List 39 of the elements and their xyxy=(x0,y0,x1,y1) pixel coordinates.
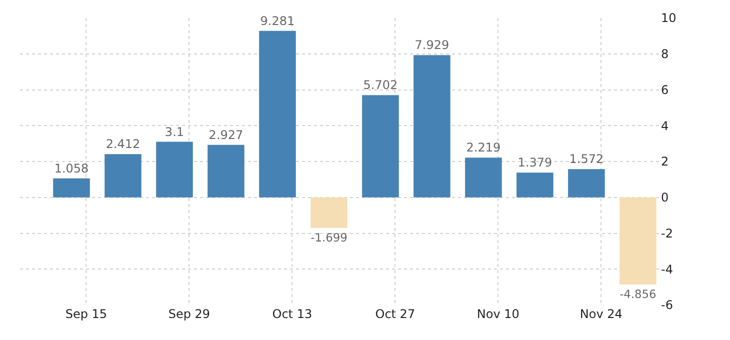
bar xyxy=(362,95,399,198)
x-tick-label: Sep 15 xyxy=(65,307,108,321)
bar xyxy=(568,169,605,198)
y-tick-label: 2 xyxy=(661,154,669,169)
y-tick-label: 8 xyxy=(661,47,669,62)
x-tick-label: Nov 24 xyxy=(580,307,622,321)
x-tick-label: Sep 29 xyxy=(168,307,210,321)
bar xyxy=(104,154,142,198)
data-label: 3.1 xyxy=(164,124,184,139)
data-label: 7.929 xyxy=(414,38,450,52)
bar xyxy=(208,144,244,198)
y-tick-label: 0 xyxy=(661,190,669,205)
bar xyxy=(259,30,296,198)
bar xyxy=(620,197,656,284)
bar xyxy=(53,178,90,198)
data-label: -4.856 xyxy=(620,286,656,301)
bar xyxy=(414,55,450,198)
bar xyxy=(465,158,502,198)
x-tick-label: Nov 10 xyxy=(476,307,520,321)
data-label: 9.281 xyxy=(260,14,295,28)
data-label: 1.379 xyxy=(518,156,552,170)
data-label: 5.702 xyxy=(363,78,398,92)
y-tick-label: -4 xyxy=(661,262,673,276)
bar xyxy=(156,142,193,198)
y-tick-label: 4 xyxy=(661,118,669,133)
data-label: 1.572 xyxy=(569,152,604,166)
bar xyxy=(310,197,348,228)
data-label: -1.699 xyxy=(310,230,348,244)
y-tick-label: 10 xyxy=(661,11,676,26)
data-label: 2.219 xyxy=(466,140,501,155)
x-tick-label: Oct 27 xyxy=(375,307,416,321)
y-tick-label: -6 xyxy=(661,298,673,312)
bar xyxy=(516,172,554,198)
x-tick-label: Oct 13 xyxy=(272,307,312,321)
y-tick-label: -2 xyxy=(661,226,673,240)
data-label: 2.412 xyxy=(106,137,140,152)
data-label: 1.058 xyxy=(54,161,89,176)
y-tick-label: 6 xyxy=(661,82,669,97)
data-label: 2.927 xyxy=(208,128,244,142)
